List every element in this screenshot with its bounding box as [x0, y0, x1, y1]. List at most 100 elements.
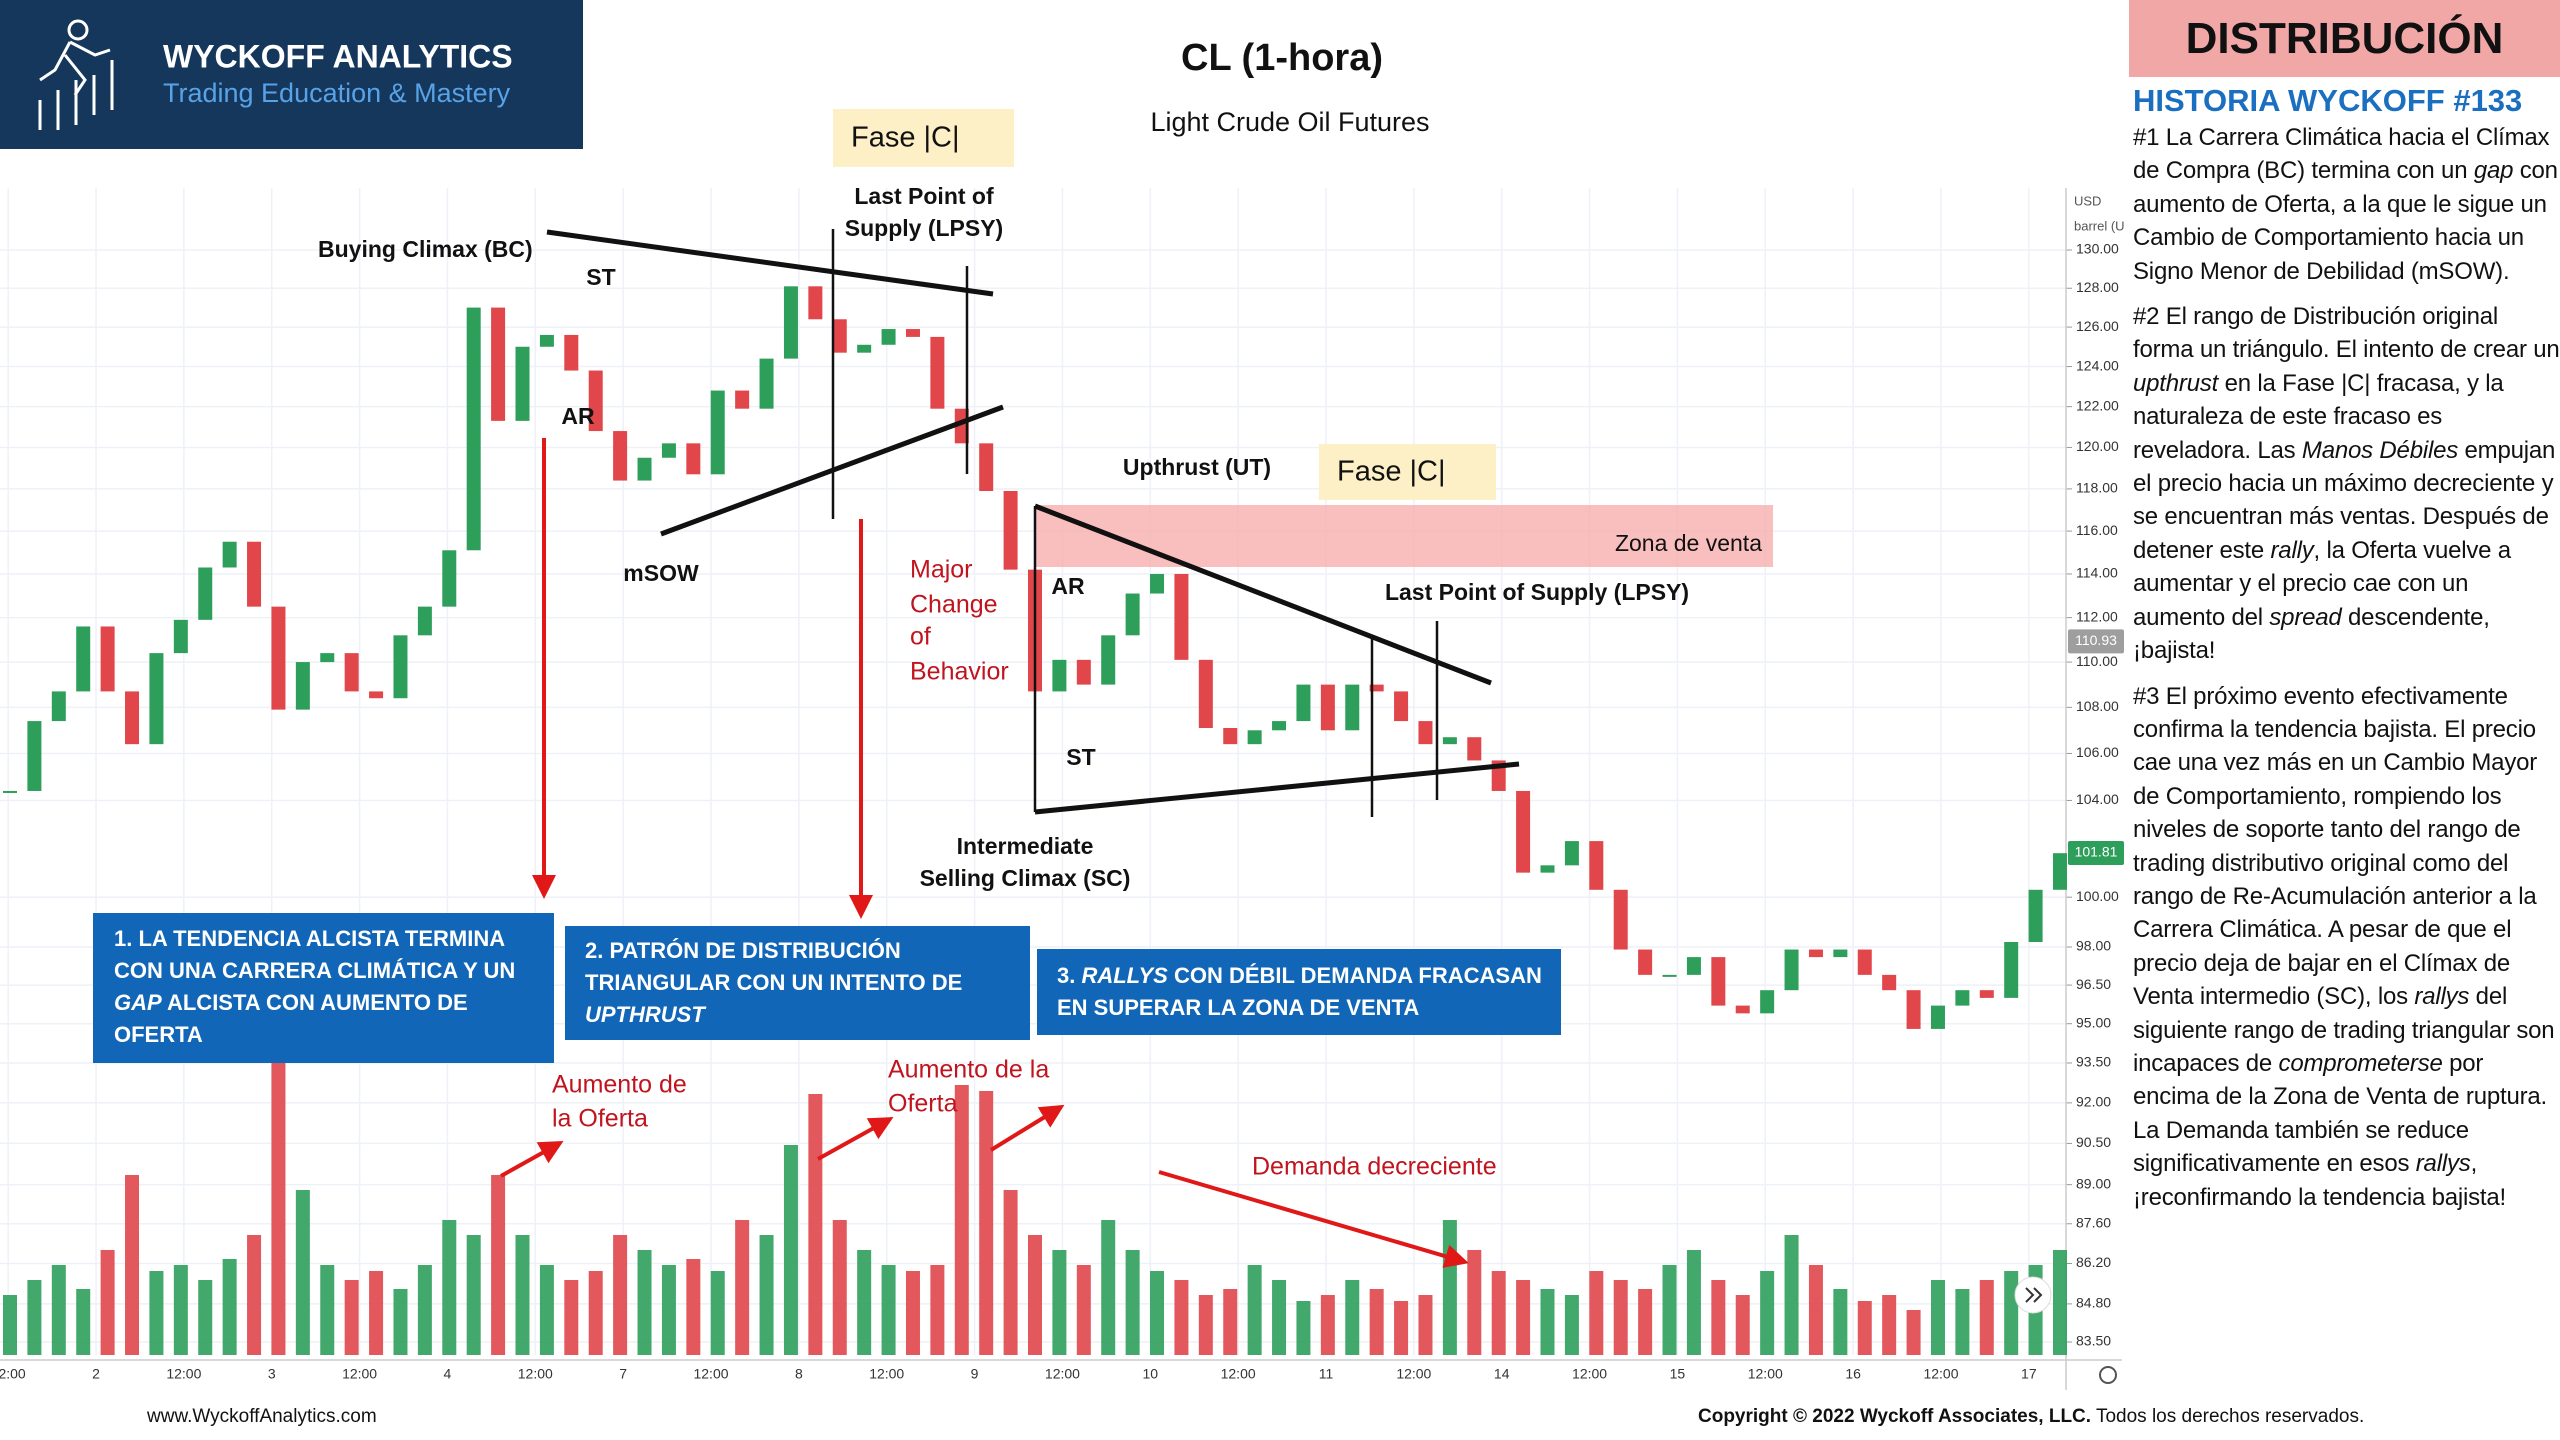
text-run: del siguiente rango de trading triangula…	[2133, 983, 2555, 1077]
text-run: #1 La Carrera Climática hacia el Clímax …	[2133, 124, 2550, 185]
volume-bar	[27, 1280, 42, 1355]
phase-box	[1319, 444, 1496, 500]
y-tick-label: 112.00	[2076, 608, 2118, 624]
volume-bar	[1882, 1295, 1897, 1355]
candle	[149, 653, 164, 745]
volume-bar	[1638, 1289, 1653, 1355]
red-label: la Oferta	[552, 1105, 648, 1133]
volume-bar	[1369, 1289, 1384, 1355]
candle	[2004, 941, 2019, 998]
volume-bar	[1101, 1220, 1116, 1355]
text-run: , la Oferta vuelve a aumentar y el preci…	[2133, 536, 2511, 631]
volume-bar	[1833, 1289, 1848, 1355]
text-run: 2. PATRÓN DE DISTRIBUCIÓN	[585, 938, 901, 963]
candle	[783, 286, 798, 359]
footer-website: www.WyckoffAnalytics.com	[146, 1406, 377, 1427]
red-label: Change	[910, 591, 998, 619]
text-run: 3.	[1057, 963, 1081, 988]
text-run: rally	[2270, 536, 2314, 564]
chart-subtitle: Light Crude Oil Futures	[1150, 107, 1429, 137]
volume-bar	[613, 1235, 628, 1355]
x-tick-label: 17	[2021, 1366, 2037, 1382]
volume-bar	[1491, 1271, 1506, 1355]
price-tag-label: 110.93	[2075, 632, 2117, 648]
text-run: 1. LA TENDENCIA ALCISTA TERMINA	[114, 926, 505, 951]
y-tick-label: 108.00	[2076, 698, 2119, 714]
y-tick-label: 95.00	[2076, 1014, 2111, 1030]
volume-bar	[1955, 1289, 1970, 1355]
price-tag	[2068, 629, 2124, 654]
annotation-label: ST	[586, 264, 615, 290]
logo-title: WYCKOFF ANALYTICS	[163, 38, 513, 74]
note-box	[565, 926, 1030, 1040]
x-tick-label: 7	[619, 1366, 627, 1382]
y-tick-label: 90.50	[2076, 1134, 2111, 1150]
note-line: 2. PATRÓN DE DISTRIBUCIÓN	[585, 938, 901, 963]
candle	[1589, 841, 1604, 890]
candle	[1638, 949, 1653, 975]
text-run: por encima de la Zona de Venta de ruptur…	[2133, 1049, 2548, 1178]
candle	[1101, 635, 1116, 685]
candle	[735, 390, 750, 409]
volume-bar	[564, 1280, 579, 1355]
text-run: en la Fase |C| fracasa, y la naturaleza …	[2133, 369, 2504, 464]
candle	[1760, 990, 1775, 1014]
logo-box	[0, 0, 583, 149]
volume-bar	[1198, 1295, 1213, 1355]
candle	[564, 334, 579, 371]
candle	[1784, 949, 1799, 991]
volume-bar	[1564, 1295, 1579, 1355]
candle	[1174, 573, 1189, 660]
candle	[710, 390, 725, 475]
red-arrow	[989, 1104, 1065, 1152]
trend-line	[1034, 761, 1520, 815]
candle	[1979, 990, 1994, 998]
y-tick-label: 106.00	[2076, 744, 2119, 760]
candle	[808, 286, 823, 320]
candle	[76, 626, 91, 692]
text-run: rallys	[2414, 983, 2470, 1011]
candle	[857, 344, 872, 353]
candle	[1857, 949, 1872, 975]
paragraph: #1 La Carrera Climática hacia el Clímax …	[2129, 121, 2560, 288]
text-run: TRIANGULAR CON UN INTENTO DE	[585, 970, 962, 995]
text-run: CON UNA CARRERA CLIMÁTICA Y UN	[114, 958, 515, 983]
scroll-icon	[2025, 1287, 2043, 1303]
y-tick-label: 98.00	[2076, 938, 2111, 954]
candle	[881, 329, 896, 345]
candle	[613, 431, 628, 481]
logo-icon	[38, 19, 114, 130]
y-tick-label: 122.00	[2076, 397, 2119, 413]
candle	[832, 319, 847, 353]
volume-bar	[442, 1220, 457, 1355]
x-tick-label: 12:00	[1045, 1366, 1080, 1382]
x-tick-label: 16	[1845, 1366, 1861, 1382]
annotations: Fase |C| Fase |C| Buying Climax (BC) ST AR mS…	[93, 109, 2117, 1384]
text-run: RALLYS	[1081, 963, 1168, 988]
y-tick-label: 130.00	[2076, 241, 2119, 257]
x-tick-label: 12:00	[1396, 1366, 1431, 1382]
annotation-label: Buying Climax (BC)	[318, 236, 533, 262]
volume-bar	[1808, 1265, 1823, 1355]
text-run: ALCISTA CON AUMENTO DE	[162, 990, 468, 1015]
note-box	[93, 913, 554, 1063]
note-line: GAP ALCISTA CON AUMENTO DE	[114, 990, 468, 1015]
text-run: EN SUPERAR LA ZONA DE VENTA	[1057, 995, 1419, 1020]
text-run: descendente, ¡bajista!	[2133, 603, 2490, 665]
volume-bar	[783, 1145, 798, 1355]
candle	[417, 606, 432, 636]
x-tick-label: 14	[1494, 1366, 1510, 1382]
red-label: Behavior	[910, 658, 1009, 686]
paragraphs: #1 La Carrera Climática hacia el Clímax …	[2129, 121, 2560, 1214]
candle	[1150, 573, 1165, 594]
volume-bar	[759, 1235, 774, 1355]
volume-bar	[1686, 1250, 1701, 1355]
annotation-label: Supply (LPSY)	[845, 215, 1003, 241]
volume-bar	[1540, 1289, 1555, 1355]
candle	[1613, 889, 1628, 950]
note-line: CON UNA CARRERA CLIMÁTICA Y UN	[114, 958, 515, 983]
x-tick-label: 11	[1319, 1366, 1334, 1382]
candle	[369, 691, 384, 699]
volume-bar	[1076, 1265, 1091, 1355]
volume-bar	[857, 1250, 872, 1355]
